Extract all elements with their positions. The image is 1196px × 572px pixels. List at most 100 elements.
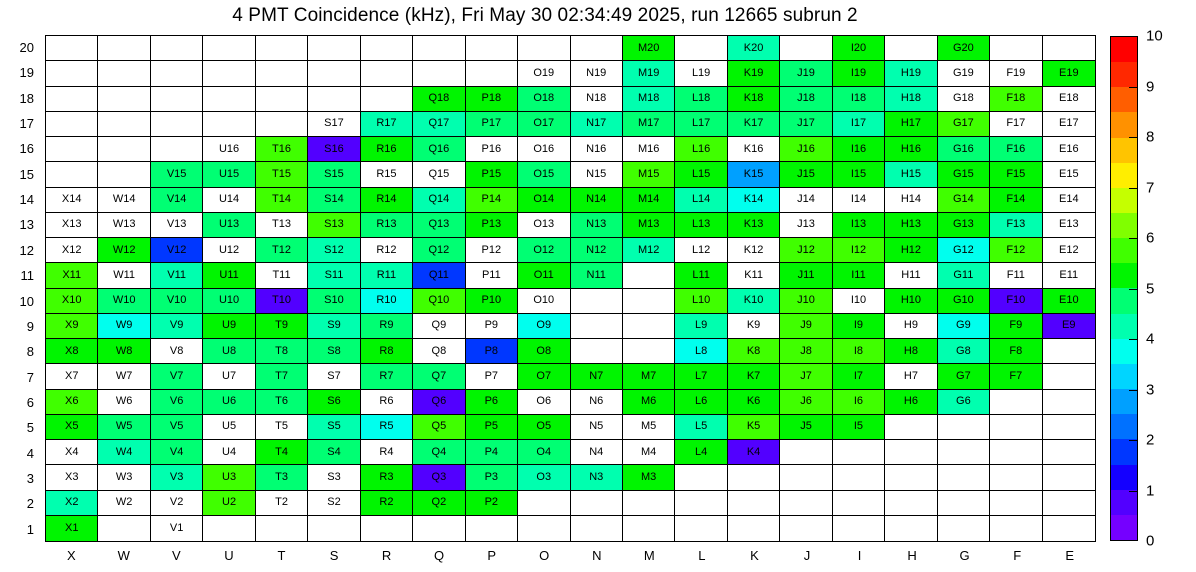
- heatmap-cell-g8[interactable]: G8: [937, 339, 991, 365]
- heatmap-cell-j7[interactable]: J7: [780, 364, 833, 390]
- heatmap-cell-f19[interactable]: F19: [990, 61, 1043, 87]
- heatmap-cell-e19[interactable]: E19: [1042, 61, 1095, 87]
- heatmap-cell-s13[interactable]: S13: [308, 212, 361, 238]
- heatmap-cell-j10[interactable]: J10: [780, 288, 833, 314]
- heatmap-cell-h17[interactable]: H17: [885, 111, 938, 137]
- heatmap-cell-h12[interactable]: H12: [885, 238, 938, 264]
- heatmap-cell-e9[interactable]: E9: [1042, 313, 1095, 339]
- heatmap-cell-n4[interactable]: N4: [570, 440, 623, 466]
- heatmap-cell-i20[interactable]: I20: [832, 36, 886, 62]
- heatmap-cell-t15[interactable]: T15: [255, 162, 309, 188]
- heatmap-cell-k15[interactable]: K15: [727, 162, 781, 188]
- heatmap-cell-x1[interactable]: X1: [46, 515, 99, 541]
- heatmap-cell-k16[interactable]: K16: [727, 137, 781, 163]
- heatmap-cell-s9[interactable]: S9: [308, 313, 361, 339]
- heatmap-cell-l8[interactable]: L8: [675, 339, 728, 365]
- heatmap-cell-g7[interactable]: G7: [937, 364, 991, 390]
- heatmap-cell-v7[interactable]: V7: [150, 364, 204, 390]
- heatmap-cell-w9[interactable]: W9: [98, 313, 151, 339]
- heatmap-cell-i11[interactable]: I11: [832, 263, 886, 289]
- heatmap-cell-n7[interactable]: N7: [570, 364, 623, 390]
- heatmap-cell-p8[interactable]: P8: [465, 339, 519, 365]
- heatmap-cell-t3[interactable]: T3: [255, 465, 309, 491]
- heatmap-cell-u8[interactable]: U8: [203, 339, 256, 365]
- heatmap-cell-h16[interactable]: H16: [885, 137, 938, 163]
- heatmap-cell-r3[interactable]: R3: [360, 465, 414, 491]
- heatmap-cell-u13[interactable]: U13: [203, 212, 256, 238]
- heatmap-cell-w2[interactable]: W2: [98, 490, 151, 516]
- heatmap-cell-s4[interactable]: S4: [308, 440, 361, 466]
- heatmap-cell-s11[interactable]: S11: [308, 263, 361, 289]
- heatmap-cell-t12[interactable]: T12: [255, 238, 309, 264]
- heatmap-cell-u3[interactable]: U3: [203, 465, 256, 491]
- heatmap-cell-u10[interactable]: U10: [203, 288, 256, 314]
- heatmap-cell-g16[interactable]: G16: [937, 137, 991, 163]
- heatmap-cell-f11[interactable]: F11: [990, 263, 1043, 289]
- heatmap-cell-q15[interactable]: Q15: [413, 162, 466, 188]
- heatmap-cell-p2[interactable]: P2: [465, 490, 519, 516]
- heatmap-cell-i8[interactable]: I8: [832, 339, 886, 365]
- heatmap-cell-t2[interactable]: T2: [255, 490, 309, 516]
- heatmap-cell-x6[interactable]: X6: [46, 389, 99, 415]
- heatmap-cell-w7[interactable]: W7: [98, 364, 151, 390]
- heatmap-cell-p4[interactable]: P4: [465, 440, 519, 466]
- heatmap-cell-x9[interactable]: X9: [46, 313, 99, 339]
- heatmap-cell-h18[interactable]: H18: [885, 86, 938, 112]
- heatmap-cell-l10[interactable]: L10: [675, 288, 728, 314]
- heatmap-cell-n19[interactable]: N19: [570, 61, 623, 87]
- heatmap-cell-k20[interactable]: K20: [727, 36, 781, 62]
- heatmap-cell-n15[interactable]: N15: [570, 162, 623, 188]
- heatmap-cell-q18[interactable]: Q18: [413, 86, 466, 112]
- heatmap-cell-s14[interactable]: S14: [308, 187, 361, 213]
- heatmap-cell-r16[interactable]: R16: [360, 137, 414, 163]
- heatmap-cell-q7[interactable]: Q7: [413, 364, 466, 390]
- heatmap-cell-t11[interactable]: T11: [255, 263, 309, 289]
- heatmap-cell-f17[interactable]: F17: [990, 111, 1043, 137]
- heatmap-cell-n13[interactable]: N13: [570, 212, 623, 238]
- heatmap-cell-p18[interactable]: P18: [465, 86, 519, 112]
- heatmap-cell-e16[interactable]: E16: [1042, 137, 1095, 163]
- heatmap-cell-m13[interactable]: M13: [622, 212, 676, 238]
- heatmap-cell-j5[interactable]: J5: [780, 414, 833, 440]
- heatmap-cell-w12[interactable]: W12: [98, 238, 151, 264]
- heatmap-cell-r5[interactable]: R5: [360, 414, 414, 440]
- heatmap-cell-p12[interactable]: P12: [465, 238, 519, 264]
- heatmap-cell-p3[interactable]: P3: [465, 465, 519, 491]
- heatmap-cell-e14[interactable]: E14: [1042, 187, 1095, 213]
- heatmap-cell-j9[interactable]: J9: [780, 313, 833, 339]
- heatmap-cell-j13[interactable]: J13: [780, 212, 833, 238]
- heatmap-cell-q4[interactable]: Q4: [413, 440, 466, 466]
- heatmap-cell-u5[interactable]: U5: [203, 414, 256, 440]
- heatmap-cell-t7[interactable]: T7: [255, 364, 309, 390]
- heatmap-cell-i18[interactable]: I18: [832, 86, 886, 112]
- heatmap-cell-x5[interactable]: X5: [46, 414, 99, 440]
- heatmap-cell-u16[interactable]: U16: [203, 137, 256, 163]
- heatmap-cell-i14[interactable]: I14: [832, 187, 886, 213]
- heatmap-cell-o11[interactable]: O11: [518, 263, 571, 289]
- heatmap-cell-p11[interactable]: P11: [465, 263, 519, 289]
- heatmap-cell-g17[interactable]: G17: [937, 111, 991, 137]
- heatmap-cell-i13[interactable]: I13: [832, 212, 886, 238]
- heatmap-cell-k6[interactable]: K6: [727, 389, 781, 415]
- heatmap-cell-n12[interactable]: N12: [570, 238, 623, 264]
- heatmap-cell-r7[interactable]: R7: [360, 364, 414, 390]
- heatmap-cell-l7[interactable]: L7: [675, 364, 728, 390]
- heatmap-cell-l5[interactable]: L5: [675, 414, 728, 440]
- heatmap-cell-n16[interactable]: N16: [570, 137, 623, 163]
- heatmap-cell-i19[interactable]: I19: [832, 61, 886, 87]
- heatmap-cell-v6[interactable]: V6: [150, 389, 204, 415]
- heatmap-cell-r11[interactable]: R11: [360, 263, 414, 289]
- heatmap-cell-p6[interactable]: P6: [465, 389, 519, 415]
- heatmap-cell-g20[interactable]: G20: [937, 36, 991, 62]
- heatmap-cell-r12[interactable]: R12: [360, 238, 414, 264]
- heatmap-cell-v8[interactable]: V8: [150, 339, 204, 365]
- heatmap-cell-p13[interactable]: P13: [465, 212, 519, 238]
- heatmap-cell-u15[interactable]: U15: [203, 162, 256, 188]
- heatmap-cell-x12[interactable]: X12: [46, 238, 99, 264]
- heatmap-cell-x4[interactable]: X4: [46, 440, 99, 466]
- heatmap-cell-p9[interactable]: P9: [465, 313, 519, 339]
- heatmap-cell-m5[interactable]: M5: [622, 414, 676, 440]
- heatmap-cell-m15[interactable]: M15: [622, 162, 676, 188]
- heatmap-cell-k17[interactable]: K17: [727, 111, 781, 137]
- heatmap-cell-p14[interactable]: P14: [465, 187, 519, 213]
